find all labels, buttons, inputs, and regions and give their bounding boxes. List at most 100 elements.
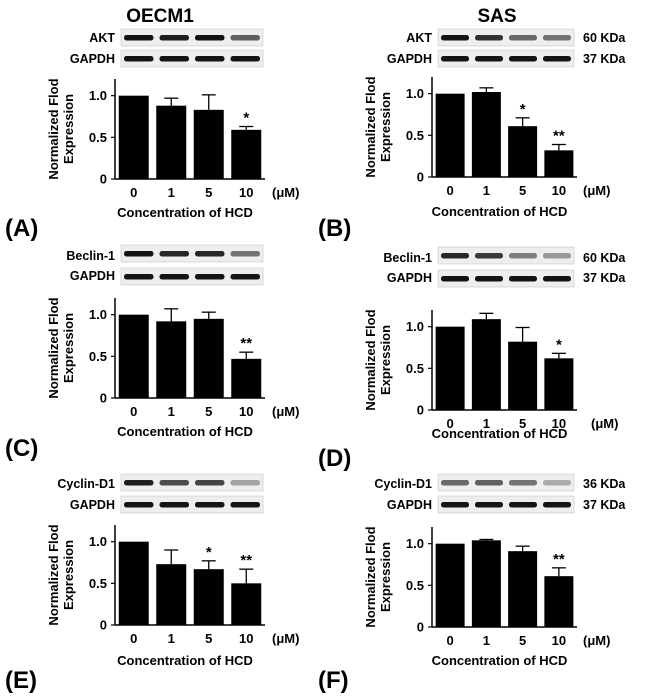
x-tick-label: 0	[447, 633, 454, 648]
y-axis-label: Normalized FlodExpression	[46, 78, 76, 179]
significance-marker: **	[240, 335, 252, 352]
y-axis-label: Normalized FlodExpression	[363, 309, 393, 410]
column-title-sas: SAS	[477, 6, 516, 27]
blot-band-target	[475, 35, 503, 41]
blot-strip-gapdh	[437, 269, 575, 288]
y-tick-label: 1.0	[406, 86, 424, 101]
blot-label-target: Beclin-1	[383, 251, 432, 265]
y-tick-label: 1.0	[89, 307, 107, 322]
kda-label: 37 KDa	[583, 498, 626, 512]
blot-band-gapdh	[475, 56, 503, 62]
x-tick-label: 1	[168, 404, 175, 419]
bar-0	[435, 543, 465, 627]
blot-band-target	[230, 480, 260, 486]
y-tick-label: 0	[100, 391, 107, 406]
blot-band-target	[159, 480, 189, 486]
significance-marker: **	[553, 551, 565, 568]
y-axis-label: Normalized FlodExpression	[363, 526, 393, 627]
blot-label-gapdh: GAPDH	[387, 271, 432, 285]
blot-band-gapdh	[124, 274, 154, 280]
significance-marker: *	[520, 101, 526, 118]
x-axis-label: Concentration of HCD	[432, 653, 568, 668]
blot-band-target	[124, 251, 154, 257]
blot-band-gapdh	[159, 502, 189, 508]
x-tick-label: 0	[130, 631, 137, 646]
blot-band-target	[230, 35, 260, 41]
bar-5	[193, 318, 224, 398]
y-tick-label: 1.0	[406, 536, 424, 551]
blot-band-gapdh	[475, 502, 503, 508]
panel-letter: (B)	[318, 215, 351, 242]
x-tick-label: 5	[519, 633, 526, 648]
blot-band-gapdh	[509, 276, 537, 282]
kda-label: 36 KDa	[583, 477, 626, 491]
y-tick-label: 0.5	[406, 361, 424, 376]
blot-band-target	[441, 480, 469, 486]
panel-A: AKT GAPDH 0 0.5 1.0 Normalized FlodExpression…	[5, 28, 299, 242]
blot-band-target	[509, 35, 537, 41]
y-tick-label: 1.0	[89, 88, 107, 103]
blot-label-target: Cyclin-D1	[57, 477, 115, 491]
x-tick-label: 0	[130, 185, 137, 200]
y-tick-label: 0	[417, 170, 424, 185]
x-tick-label: 10	[552, 633, 566, 648]
blot-band-gapdh	[441, 56, 469, 62]
panel-B: AKT 60 KDa GAPDH 37 KDa 0 0.5 1.0 Normalized Fl…	[318, 28, 626, 242]
blot-band-gapdh	[159, 56, 189, 62]
x-tick-label: 1	[483, 183, 490, 198]
bar-0	[118, 95, 149, 179]
blot-band-target	[543, 480, 571, 486]
blot-band-target	[195, 251, 225, 257]
y-axis-label: Normalized FlodExpression	[46, 524, 76, 625]
x-tick-label: 0	[130, 404, 137, 419]
blot-label-gapdh: GAPDH	[70, 269, 115, 283]
y-axis-label: Normalized FlodExpression	[363, 76, 393, 177]
blot-band-target	[441, 35, 469, 41]
panel-letter: (C)	[5, 435, 38, 462]
blot-band-gapdh	[230, 56, 260, 62]
blot-band-target	[509, 480, 537, 486]
blot-band-gapdh	[509, 56, 537, 62]
y-axis-label: Normalized FlodExpression	[46, 297, 76, 398]
bar-5	[508, 341, 538, 410]
blot-band-gapdh	[441, 502, 469, 508]
blot-band-target	[195, 35, 225, 41]
blot-strip-target	[437, 28, 575, 47]
blot-band-target	[159, 35, 189, 41]
y-tick-label: 0.5	[89, 130, 107, 145]
blot-band-gapdh	[124, 502, 154, 508]
bar-5	[193, 569, 224, 625]
blot-band-gapdh	[195, 56, 225, 62]
panel-C: Beclin-1 GAPDH 0 0.5 1.0 Normalized FlodExpre…	[5, 244, 299, 462]
column-title-oecm1: OECM1	[126, 6, 194, 27]
panel-letter: (A)	[5, 215, 38, 242]
units-label: (μM)	[583, 633, 610, 648]
units-label: (μM)	[272, 404, 299, 419]
blot-label-gapdh: GAPDH	[70, 52, 115, 66]
bar-5	[193, 109, 224, 179]
blot-band-gapdh	[543, 56, 571, 62]
bar-5	[508, 551, 538, 627]
blot-band-target	[543, 35, 571, 41]
blot-band-target	[509, 253, 537, 259]
bar-1	[471, 540, 501, 627]
bar-1	[471, 319, 501, 410]
bar-10	[544, 576, 574, 627]
y-tick-label: 0	[100, 618, 107, 633]
blot-band-target	[195, 480, 225, 486]
blot-band-target	[543, 253, 571, 259]
significance-marker: *	[243, 110, 249, 127]
x-axis-label: Concentration of HCD	[432, 426, 568, 441]
y-tick-label: 0	[417, 620, 424, 635]
bar-0	[435, 93, 465, 177]
panel-D: Beclin-1 60 KDa GAPDH 37 KDa 0 0.5 1.0 Normaliz…	[318, 246, 626, 472]
y-tick-label: 0	[100, 172, 107, 187]
x-tick-label: 0	[447, 416, 454, 431]
bar-1	[156, 564, 187, 625]
blot-strip-target	[120, 244, 264, 263]
blot-label-target: AKT	[89, 31, 115, 45]
blot-band-target	[124, 480, 154, 486]
y-tick-label: 1.0	[89, 534, 107, 549]
x-tick-label: 10	[552, 183, 566, 198]
